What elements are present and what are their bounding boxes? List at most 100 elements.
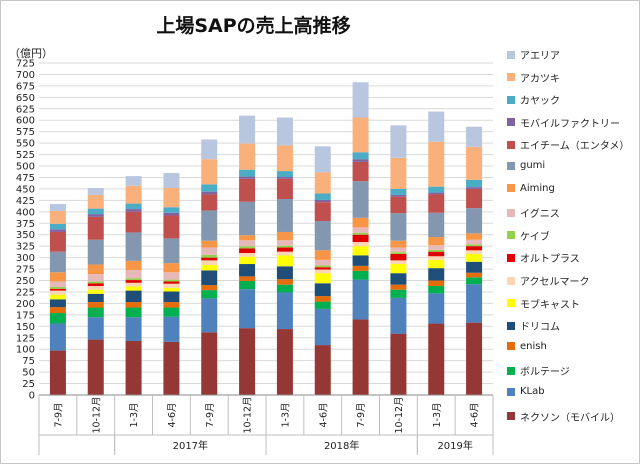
bar-segment	[466, 179, 483, 188]
bar-segment	[466, 250, 483, 254]
bar-segment	[125, 185, 142, 204]
bar-segment	[352, 319, 369, 395]
bar-segment	[87, 302, 104, 308]
bar-segment	[390, 157, 407, 189]
bar-segment	[125, 269, 142, 279]
y-tick-label: 675	[16, 81, 35, 92]
y-tick-label: 175	[16, 310, 35, 321]
bar-segment	[428, 249, 445, 252]
legend-item: モブキャスト	[507, 296, 580, 311]
bar-segment	[390, 247, 407, 253]
bar-segment	[49, 323, 66, 351]
bar-segment	[276, 231, 293, 241]
bar-segment	[125, 278, 142, 281]
bar-segment	[390, 188, 407, 195]
stacked-bar-chart: 0255075100125150175200225250275300325350…	[16, 59, 494, 455]
y-tick-label: 25	[22, 379, 35, 390]
x-category-label: 10-12月	[243, 396, 254, 433]
bar-segment	[49, 288, 66, 291]
bar-segment	[201, 194, 218, 211]
bar-segment	[239, 248, 256, 254]
y-tick-label: 475	[16, 173, 35, 184]
bar-segment	[239, 143, 256, 170]
bar-segment	[163, 215, 180, 239]
x-category-label: 1-3月	[280, 402, 291, 427]
legend-label: Aiming	[520, 182, 555, 194]
bar-segment	[125, 209, 142, 212]
bar-segment	[466, 284, 483, 323]
bar-segment	[87, 317, 104, 340]
bar-segment	[239, 328, 256, 395]
bar-segment	[163, 279, 180, 282]
bar-segment	[314, 172, 331, 194]
legend-swatch	[507, 161, 515, 170]
y-tick-label: 150	[16, 322, 35, 333]
legend-item: アクセルマーク	[507, 273, 590, 288]
legend-label: アエリア	[520, 51, 560, 62]
bar-segment	[352, 232, 369, 235]
bar-segment	[314, 345, 331, 395]
x-category-label: 10-12月	[394, 396, 405, 433]
y-axis-unit-label: （億円）	[9, 47, 53, 60]
year-label: 2019年	[437, 439, 472, 452]
y-tick-label: 250	[16, 276, 35, 287]
bar-segment	[314, 146, 331, 173]
legend-swatch	[507, 321, 515, 330]
legend-swatch	[507, 118, 515, 127]
bar-segment	[428, 111, 445, 142]
y-tick-label: 75	[22, 356, 35, 367]
bar-segment	[125, 290, 142, 303]
legend-swatch	[507, 342, 515, 351]
legend-label: エイチーム（エンタメ）	[520, 141, 630, 153]
bar-segment	[276, 247, 293, 252]
bar-segment	[49, 210, 66, 224]
bar-segment	[49, 229, 66, 232]
legend-label: enish	[520, 340, 547, 352]
legend-swatch	[507, 231, 515, 240]
bar-segment	[201, 264, 218, 271]
bar-segment	[49, 281, 66, 287]
bar-segment	[466, 277, 483, 285]
bar-segment	[163, 272, 180, 280]
bar-segment	[125, 307, 142, 318]
chart-title: 上場SAPの売上高推移	[156, 15, 351, 37]
bar-segment	[87, 283, 104, 287]
bar-segment	[276, 266, 293, 280]
bar-segment	[49, 223, 66, 230]
y-tick-label: 575	[16, 127, 35, 138]
bar-segment	[314, 267, 331, 270]
bar-segment	[201, 184, 218, 192]
y-tick-label: 225	[16, 287, 35, 298]
bar-segment	[352, 159, 369, 162]
legend-label: gumi	[520, 160, 546, 171]
legend-item: ドリコム	[507, 318, 560, 333]
bar-segment	[428, 186, 445, 193]
x-category-label: 1-3月	[129, 402, 140, 427]
legend-item: enish	[507, 341, 547, 355]
bar-segment	[314, 259, 331, 266]
x-category-label: 7-9月	[205, 402, 216, 427]
legend-item: カヤック	[507, 92, 560, 107]
legend-item: アカツキ	[507, 70, 560, 85]
legend-label: モブキャスト	[520, 299, 580, 311]
y-tick-label: 300	[16, 253, 35, 264]
bar-segment	[390, 260, 407, 265]
legend-label: アクセルマーク	[520, 277, 590, 288]
bar-segment	[201, 332, 218, 395]
y-tick-label: 450	[16, 184, 35, 195]
legend-label: アカツキ	[520, 73, 560, 85]
bar-segment	[466, 187, 483, 189]
year-label: 2018年	[324, 439, 359, 452]
bar-segment	[201, 285, 218, 291]
bar-segment	[49, 299, 66, 308]
y-tick-label: 425	[16, 196, 35, 207]
bar-segment	[276, 284, 293, 293]
bar-segment	[201, 191, 218, 195]
legend-item: アエリア	[507, 47, 560, 62]
bar-segment	[163, 307, 180, 317]
bar-segment	[201, 298, 218, 333]
bar-segment	[276, 178, 293, 200]
bar-segment	[428, 323, 445, 395]
bar-segment	[314, 265, 331, 268]
bar-segment	[49, 307, 66, 314]
